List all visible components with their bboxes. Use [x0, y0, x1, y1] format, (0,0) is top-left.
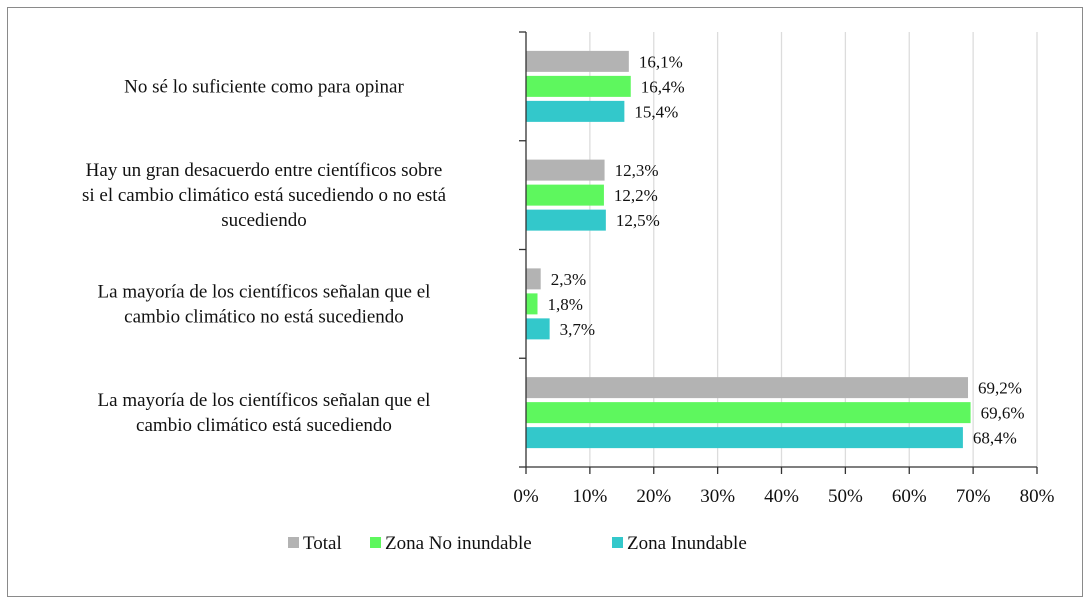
legend-label: Zona Inundable — [627, 533, 747, 554]
bar — [526, 159, 605, 181]
data-label: 1,8% — [547, 295, 582, 314]
data-label: 12,5% — [616, 211, 660, 230]
x-tick-label: 40% — [764, 486, 799, 507]
bar-chart: 16,1% 16,4% 15,4% No sé lo suficiente como … — [82, 31, 1055, 554]
data-label: 16,1% — [639, 52, 683, 71]
bar — [526, 427, 963, 449]
x-tick-label: 0% — [513, 486, 539, 507]
legend-swatch — [370, 537, 381, 548]
bar — [526, 100, 625, 122]
legend-label: Zona No inundable — [385, 533, 532, 554]
x-tick-label: 10% — [572, 486, 607, 507]
bar — [526, 209, 606, 231]
x-tick-label: 70% — [956, 486, 991, 507]
category-label-line: Hay un gran desacuerdo entre científicos… — [86, 160, 443, 181]
category-label: Hay un gran desacuerdo entre científicos… — [82, 160, 447, 231]
bar — [526, 318, 550, 340]
data-label: 68,4% — [973, 429, 1017, 448]
x-tick-label: 80% — [1020, 486, 1055, 507]
category-label-line: cambio climático no está sucediendo — [124, 306, 404, 327]
bar — [526, 377, 969, 399]
x-tick-label: 30% — [700, 486, 735, 507]
legend-label: Total — [303, 533, 342, 554]
x-tick-label: 50% — [828, 486, 863, 507]
x-tick-label: 60% — [892, 486, 927, 507]
legend-swatch — [612, 537, 623, 548]
category-label: La mayoría de los científicos señalan qu… — [98, 390, 431, 436]
category-label-line: sucediendo — [221, 210, 306, 231]
category-label: No sé lo suficiente como para opinar — [124, 76, 404, 97]
bar — [526, 184, 604, 206]
category-label: La mayoría de los científicos señalan qu… — [98, 281, 431, 327]
bar — [526, 75, 631, 97]
data-label: 15,4% — [634, 102, 678, 121]
data-label: 2,3% — [551, 270, 586, 289]
category-label-line: La mayoría de los científicos señalan qu… — [98, 281, 431, 302]
data-label: 69,2% — [978, 379, 1022, 398]
x-tick-label: 20% — [636, 486, 671, 507]
bar — [526, 268, 541, 290]
bar — [526, 293, 538, 315]
category-label-line: La mayoría de los científicos señalan qu… — [98, 390, 431, 411]
data-label: 12,2% — [614, 186, 658, 205]
category-label-line: si el cambio climático está sucediendo o… — [82, 185, 447, 206]
data-label: 16,4% — [641, 77, 685, 96]
category-label-line: cambio climático está sucediendo — [136, 415, 392, 436]
data-label: 3,7% — [560, 320, 595, 339]
legend-swatch — [288, 537, 299, 548]
category-label-line: No sé lo suficiente como para opinar — [124, 76, 404, 97]
data-label: 69,6% — [981, 404, 1025, 423]
bar — [526, 402, 971, 424]
bar — [526, 50, 629, 72]
data-label: 12,3% — [615, 161, 659, 180]
